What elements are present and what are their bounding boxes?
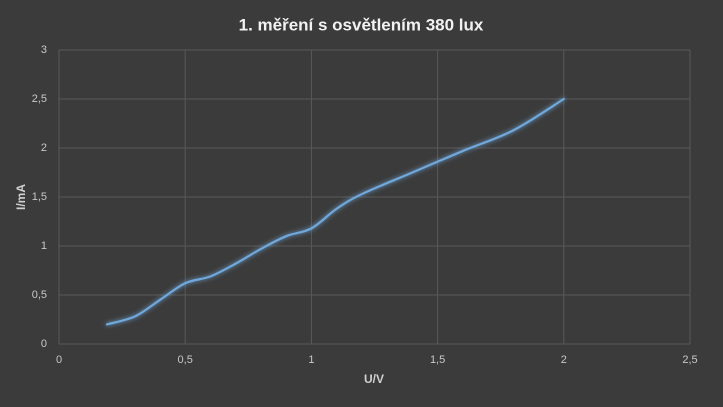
y-tick-label: 2 [41,142,47,154]
chart-title: 1. měření s osvětlením 380 lux [239,15,484,34]
y-tick-label: 1,5 [32,191,47,203]
x-tick-label: 0,5 [178,354,193,366]
x-tick-label: 2 [561,354,567,366]
y-axis-title: I/mA [14,184,28,210]
y-tick-label: 1 [41,240,47,252]
y-tick-label: 3 [41,44,47,56]
y-tick-label: 0 [41,338,47,350]
y-tick-label: 2,5 [32,93,47,105]
x-tick-label: 2,5 [682,354,697,366]
data-line [105,97,565,326]
x-tick-label: 1 [308,354,314,366]
x-tick-label: 1,5 [430,354,445,366]
x-axis-title: U/V [364,372,384,386]
x-tick-label: 0 [56,354,62,366]
y-tick-label: 0,5 [32,289,47,301]
